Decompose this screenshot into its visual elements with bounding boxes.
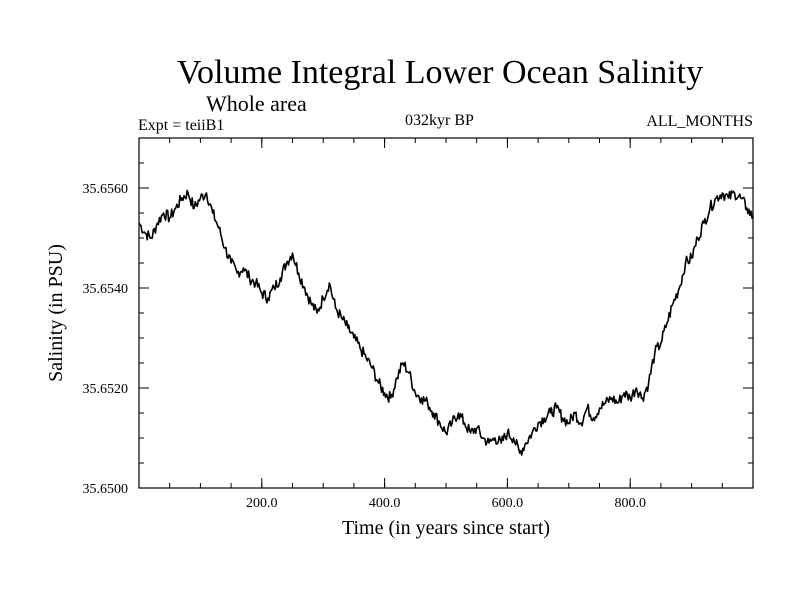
axes: 200.0 400.0 600.0 800.0 35.6500 35.6520 35.654… [83, 137, 754, 511]
y-tick-label: 35.6540 [83, 282, 129, 297]
x-tick-label: 200.0 [246, 496, 278, 511]
chart-subtitle: Whole area [206, 91, 307, 116]
x-tick-label: 400.0 [369, 496, 401, 511]
y-tick-label: 35.6560 [83, 182, 129, 197]
y-tick-label: 35.6500 [83, 482, 129, 497]
x-tick-label: 800.0 [614, 496, 646, 511]
x-axis-label: Time (in years since start) [342, 517, 550, 539]
plot-frame [138, 137, 754, 489]
salinity-series-line [138, 189, 754, 456]
x-tick-label: 600.0 [492, 496, 524, 511]
y-axis-label: Salinity (in PSU) [45, 244, 67, 382]
experiment-label: Expt = teiiB1 [138, 117, 225, 134]
chart-title: Volume Integral Lower Ocean Salinity [176, 54, 704, 91]
period-label: 032kyr BP [405, 112, 474, 129]
series-layer [138, 189, 754, 456]
months-label: ALL_MONTHS [646, 113, 753, 130]
y-tick-label: 35.6520 [83, 382, 129, 397]
